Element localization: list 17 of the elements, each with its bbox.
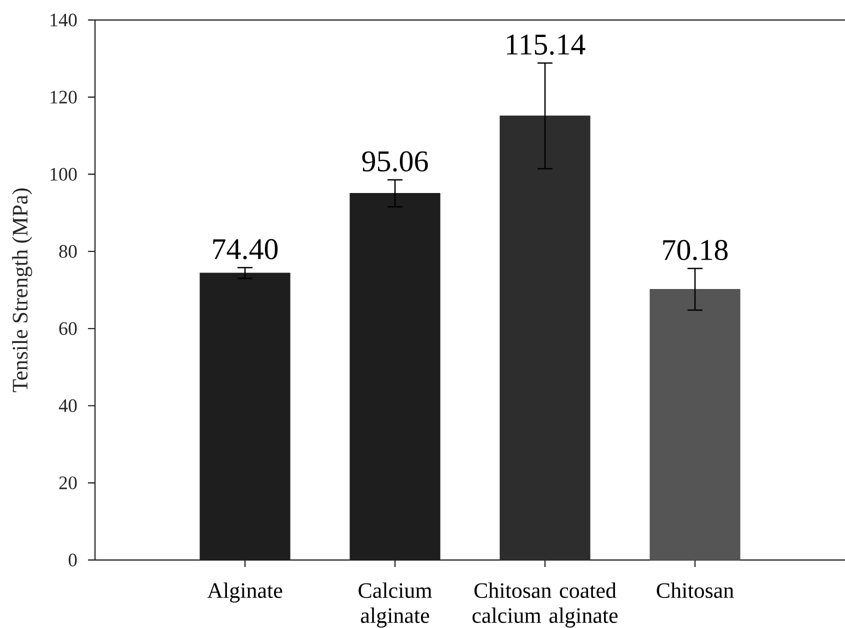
y-tick-label: 120 bbox=[50, 90, 77, 104]
data-label: 74.40 bbox=[213, 239, 278, 260]
y-tick-label: 80 bbox=[59, 245, 77, 258]
x-tick-label: Calcium alginate bbox=[358, 582, 432, 628]
y-tick-label: 40 bbox=[58, 399, 77, 412]
y-tick-label: 60 bbox=[59, 322, 77, 335]
data-label: 115.14 bbox=[506, 34, 586, 55]
y-tick-label: 0 bbox=[68, 554, 77, 566]
y-axis-title: Tensile Strength (MPa) bbox=[12, 188, 32, 392]
x-tick-label: Chitosan bbox=[656, 582, 734, 598]
x-tick-label: Chitosan coated calcium alginate bbox=[472, 582, 618, 628]
y-tick-label: 100 bbox=[50, 168, 77, 181]
data-label: 70.18 bbox=[663, 240, 728, 260]
y-tick-label: 140 bbox=[50, 14, 77, 26]
y-tick-label: 20 bbox=[59, 476, 77, 490]
data-label: 95.06 bbox=[362, 151, 428, 172]
x-tick-label: Alginate bbox=[207, 582, 282, 603]
